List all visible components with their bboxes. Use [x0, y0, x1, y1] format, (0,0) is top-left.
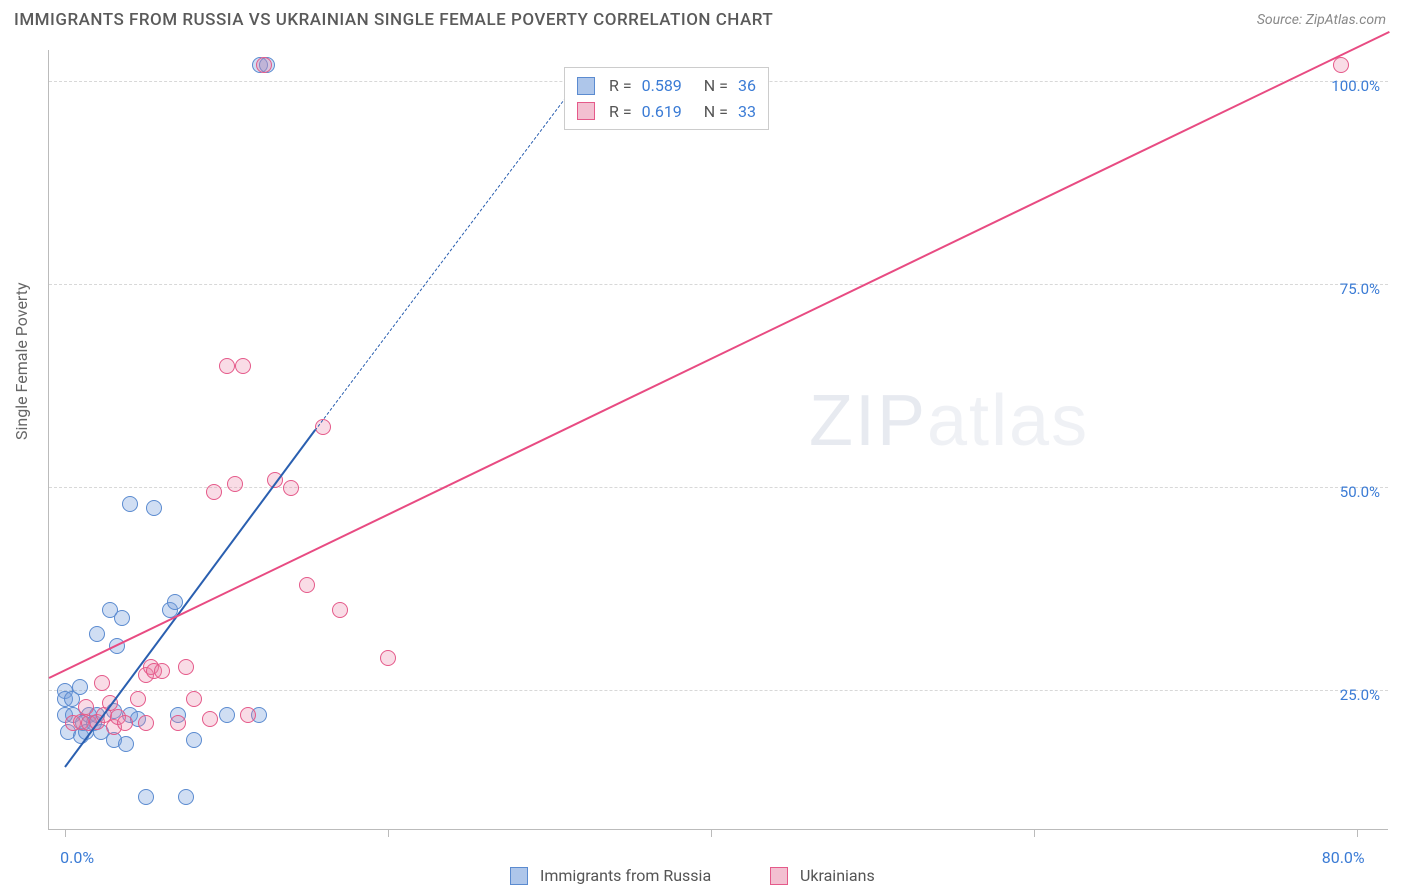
- y-tick-label: 50.0%: [1320, 483, 1380, 501]
- data-point: [227, 476, 243, 492]
- legend-swatch: [577, 77, 595, 95]
- watermark: ZIPatlas: [809, 380, 1089, 462]
- legend-swatch: [510, 867, 528, 885]
- data-point: [130, 691, 146, 707]
- data-point: [78, 699, 94, 715]
- data-point: [94, 675, 110, 691]
- x-tick: [388, 829, 389, 837]
- x-tick: [711, 829, 712, 837]
- data-point: [219, 358, 235, 374]
- y-tick-label: 25.0%: [1320, 686, 1380, 704]
- data-point: [170, 715, 186, 731]
- data-point: [89, 626, 105, 642]
- data-point: [186, 691, 202, 707]
- y-axis-label: Single Female Poverty: [12, 282, 31, 440]
- correlation-chart: Single Female Poverty ZIPatlas 25.0% 50.0…: [0, 30, 1406, 880]
- series-legend: Ukrainians: [770, 866, 875, 885]
- data-point: [299, 577, 315, 593]
- data-point: [206, 484, 222, 500]
- plot-area: ZIPatlas 25.0% 50.0% 75.0% 100.0%: [48, 50, 1388, 830]
- data-point: [219, 707, 235, 723]
- data-point: [283, 480, 299, 496]
- trend-line: [64, 429, 316, 767]
- data-point: [240, 707, 256, 723]
- data-point: [380, 650, 396, 666]
- gridline: [49, 690, 1388, 691]
- gridline: [49, 487, 1388, 488]
- data-point: [186, 732, 202, 748]
- y-tick-label: 75.0%: [1320, 280, 1380, 298]
- stats-row: R = 0.619N = 33: [577, 99, 756, 125]
- legend-swatch: [577, 102, 595, 120]
- stats-row: R = 0.589N = 36: [577, 73, 756, 99]
- data-point: [178, 789, 194, 805]
- x-tick: [65, 829, 66, 837]
- data-point: [178, 659, 194, 675]
- data-point: [118, 736, 134, 752]
- series-label: Ukrainians: [800, 866, 875, 885]
- series-label: Immigrants from Russia: [540, 866, 711, 885]
- stats-legend: R = 0.589N = 36R = 0.619N = 33: [564, 67, 769, 130]
- data-point: [202, 711, 218, 727]
- data-point: [332, 602, 348, 618]
- y-tick-label: 100.0%: [1320, 77, 1380, 95]
- x-tick: [1034, 829, 1035, 837]
- data-point: [138, 789, 154, 805]
- data-point: [167, 594, 183, 610]
- data-point: [114, 610, 130, 626]
- data-point: [117, 715, 133, 731]
- legend-swatch: [770, 867, 788, 885]
- data-point: [256, 57, 272, 73]
- data-point: [72, 679, 88, 695]
- x-tick: [1357, 829, 1358, 837]
- gridline: [49, 284, 1388, 285]
- data-point: [154, 663, 170, 679]
- data-point: [146, 500, 162, 516]
- data-point: [235, 358, 251, 374]
- source-attribution: Source: ZipAtlas.com: [1257, 12, 1386, 28]
- data-point: [138, 715, 154, 731]
- x-tick-label-min: 0.0%: [60, 848, 94, 867]
- data-point: [122, 496, 138, 512]
- series-legend: Immigrants from Russia: [510, 866, 711, 885]
- page-title: IMMIGRANTS FROM RUSSIA VS UKRAINIAN SING…: [14, 10, 773, 30]
- x-tick-label-max: 80.0%: [1322, 848, 1365, 867]
- trend-line: [315, 81, 579, 431]
- data-point: [1333, 57, 1349, 73]
